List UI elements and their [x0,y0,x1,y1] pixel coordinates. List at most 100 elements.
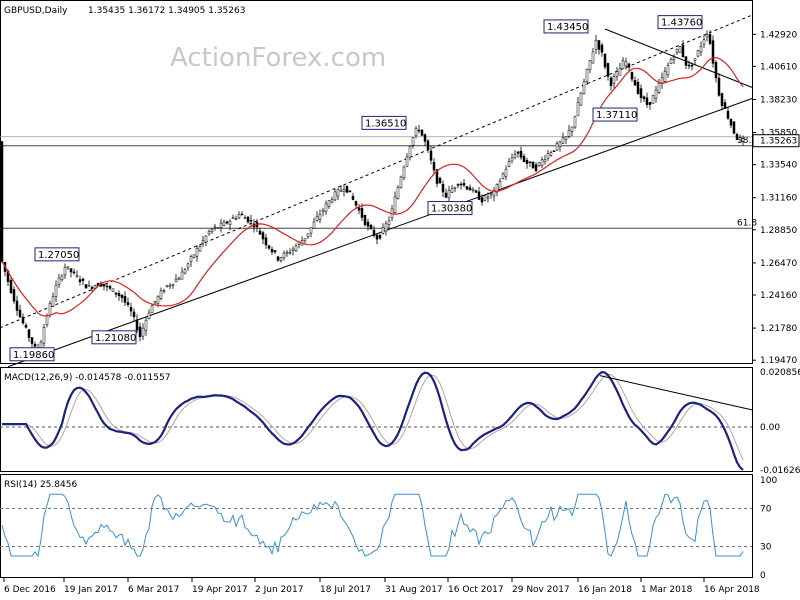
candle-body [444,192,448,198]
candle-body [561,137,565,144]
candle-body [327,200,331,207]
macd-divergence-helper [604,28,753,88]
candle-body [63,267,67,276]
candle-body [711,40,715,64]
candle-body [642,96,646,99]
candle-body [522,155,526,162]
macd-trendline [599,375,753,411]
date-tick-label: 1 Mar 2018 [641,585,693,595]
candle-body [435,169,439,184]
candle-body [69,268,73,273]
candle-body [459,183,463,186]
candle-body [738,137,742,140]
candle-body [654,89,658,99]
candle-body [579,92,583,106]
candle-body [228,220,232,226]
price-tick-label: 1.19470 [760,356,797,366]
candle-body [15,300,19,311]
macd-signal-line [2,373,744,461]
candle-body [9,279,13,294]
candle-body [726,110,730,119]
candle-body [156,296,160,304]
candle-body [351,196,355,200]
candle-body [180,271,184,280]
candle-body [333,191,337,201]
candle-body [462,183,466,186]
rsi-panel [0,474,753,578]
macd-indicator: 0.020856 0.00 -0.016265 [0,368,800,476]
date-tick-label: 19 Apr 2017 [192,585,248,595]
candle-body [51,296,55,307]
candle-body [276,256,280,261]
price-panel [0,0,753,364]
candle-body [177,278,181,281]
candle-body [108,285,112,289]
candle-body [48,302,52,316]
candle-body [246,216,250,223]
candle-body [150,305,154,314]
date-tick-label: 2 Jun 2017 [255,585,303,595]
annotation-label: 1.36510 [365,118,406,129]
candle-body [477,191,481,200]
current-price-box [752,134,800,148]
candle-body [570,126,574,132]
annotation-box [361,115,407,130]
price-tick-label: 1.26470 [760,259,797,269]
trend-channel [0,14,753,368]
header-symbol: GBPUSD,Daily [4,6,68,16]
candle-body [468,187,472,191]
candle-body [396,186,400,199]
candle-body [489,193,493,196]
grid-lines: 38.2 61.8 [0,136,757,229]
annotation-box [427,201,473,216]
candle-body [360,207,364,218]
macd-line [2,370,744,471]
fib-level-label: 38.2 [737,136,757,146]
candle-body [237,214,241,219]
candle-body [531,161,535,169]
candle-body [543,159,547,162]
annotation-box [9,347,55,362]
price-tick-label: 1.33540 [760,161,797,171]
price-tick-label: 1.31160 [760,194,797,204]
candle-body [345,185,349,193]
annotation-box [34,247,80,262]
annotation-label: 1.37110 [596,110,637,121]
candle-body [294,245,298,252]
date-tick-label: 16 Oct 2017 [448,585,504,595]
candle-body [102,283,106,287]
candle-body [216,227,220,229]
candle-body [630,72,634,80]
candle-body [33,343,37,347]
candle-body [564,136,568,140]
candle-body [318,214,322,220]
candle-body [498,181,502,190]
candle-body [81,278,85,281]
candle-body [60,275,64,280]
candle-body [612,76,616,84]
candle-body [171,283,175,286]
candle-body [192,254,196,258]
candle-body [42,327,46,344]
candle-body [453,187,457,189]
candle-body [144,319,148,331]
price-tick-label: 1.40610 [760,62,797,72]
annotation-label: 1.21080 [95,333,136,344]
macd-label: MACD(12,26,9) -0.014578 -0.011557 [4,373,170,383]
candle-body [669,59,673,64]
candle-body [741,138,745,142]
candle-body [690,64,694,67]
candle-body [210,228,214,232]
candle-body [12,289,16,302]
candle-body [30,337,34,344]
candle-body [600,44,604,53]
candle-body [627,63,631,68]
candle-body [495,184,499,193]
candle-body [582,81,586,94]
candle-body [378,235,382,239]
candle-body [657,82,661,93]
rsi-line [1,493,744,558]
date-tick-label: 19 Jan 2017 [64,585,118,595]
candle-body [162,290,166,292]
current-price-label: 1.35263 [760,137,797,147]
